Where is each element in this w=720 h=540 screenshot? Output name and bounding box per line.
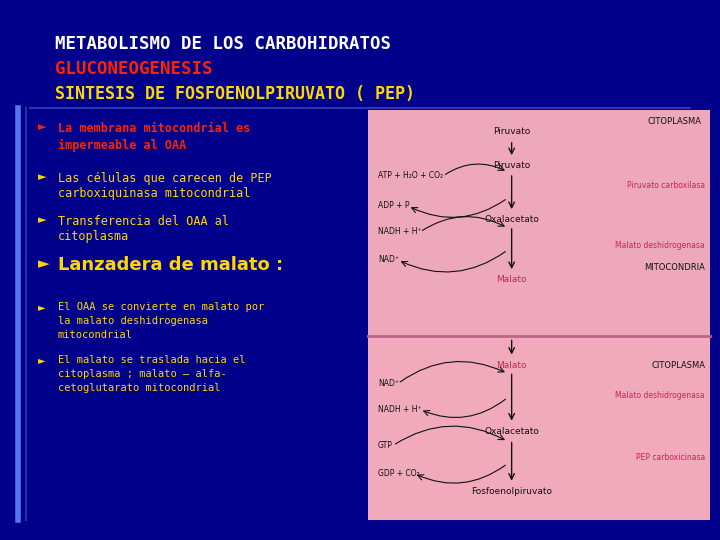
Text: NAD⁺: NAD⁺	[378, 379, 399, 388]
Text: GTP: GTP	[378, 441, 393, 450]
Text: La membrana mitocondrial es: La membrana mitocondrial es	[58, 122, 251, 135]
Text: Lanzadera de malato :: Lanzadera de malato :	[58, 256, 283, 274]
Text: El malato se traslada hacia el: El malato se traslada hacia el	[58, 355, 246, 365]
Text: mitocondrial: mitocondrial	[58, 330, 133, 340]
Text: Malato: Malato	[496, 361, 527, 370]
Text: NAD⁺: NAD⁺	[378, 255, 399, 265]
Text: Piruvato: Piruvato	[493, 127, 530, 137]
Text: carboxiquinasa mitocondrial: carboxiquinasa mitocondrial	[58, 187, 251, 200]
Text: ►: ►	[38, 302, 45, 312]
Text: PEP carboxicinasa: PEP carboxicinasa	[636, 453, 705, 462]
Text: ►: ►	[38, 355, 45, 365]
Text: SINTESIS DE FOSFOENOLPIRUVATO ( PEP): SINTESIS DE FOSFOENOLPIRUVATO ( PEP)	[55, 85, 415, 103]
Text: Transferencia del OAA al: Transferencia del OAA al	[58, 215, 229, 228]
Text: CITOPLASMA: CITOPLASMA	[648, 118, 702, 126]
Text: impermeable al OAA: impermeable al OAA	[58, 139, 186, 152]
Text: ►: ►	[38, 256, 50, 271]
Text: NADH + H⁺: NADH + H⁺	[378, 227, 422, 237]
Text: METABOLISMO DE LOS CARBOHIDRATOS: METABOLISMO DE LOS CARBOHIDRATOS	[55, 35, 391, 53]
Text: Malato: Malato	[496, 275, 527, 285]
Bar	[368, 110, 710, 520]
Text: Malato deshidrogenasa: Malato deshidrogenasa	[616, 240, 705, 249]
Text: Oxalacetato: Oxalacetato	[485, 427, 539, 436]
Text: ►: ►	[38, 215, 47, 225]
Text: Oxalacetato: Oxalacetato	[485, 215, 539, 225]
Text: Malato deshidrogenasa: Malato deshidrogenasa	[616, 391, 705, 400]
Text: ATP + H₂O + CO₂: ATP + H₂O + CO₂	[378, 172, 443, 180]
Text: ►: ►	[38, 122, 47, 132]
Text: MITOCONDRIA: MITOCONDRIA	[644, 264, 705, 273]
Text: NADH + H⁺: NADH + H⁺	[378, 405, 422, 414]
Text: Piruvato carboxilasa: Piruvato carboxilasa	[627, 181, 705, 191]
Text: GLUCONEOGENESIS: GLUCONEOGENESIS	[55, 60, 212, 78]
Text: citoplasma ; malato – alfa-: citoplasma ; malato – alfa-	[58, 369, 227, 379]
Text: ►: ►	[38, 172, 47, 182]
Bar	[368, 110, 710, 335]
Text: citoplasma: citoplasma	[58, 230, 130, 243]
Text: Fosfoenolpiruvato: Fosfoenolpiruvato	[471, 487, 552, 496]
Text: Las células que carecen de PEP: Las células que carecen de PEP	[58, 172, 271, 185]
Text: cetoglutarato mitocondrial: cetoglutarato mitocondrial	[58, 383, 220, 393]
Text: ADP + P: ADP + P	[378, 201, 410, 211]
Text: CITOPLASMA: CITOPLASMA	[651, 361, 705, 370]
Text: El OAA se convierte en malato por: El OAA se convierte en malato por	[58, 302, 264, 312]
Text: Piruvato: Piruvato	[493, 161, 530, 171]
Text: GDP + CO₂: GDP + CO₂	[378, 469, 420, 478]
Text: la malato deshidrogenasa: la malato deshidrogenasa	[58, 316, 208, 326]
